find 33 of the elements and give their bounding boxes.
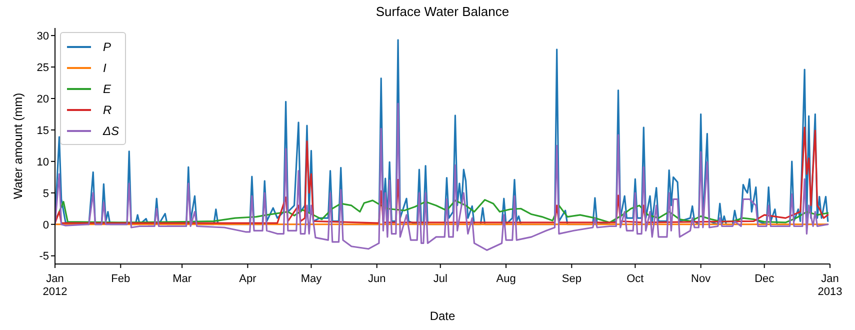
x-tick-label: May (300, 273, 322, 285)
legend-label: ΔS (103, 124, 120, 138)
y-tick-label: 0 (42, 219, 49, 232)
line-series (55, 199, 829, 224)
legend-label: R (103, 102, 112, 116)
line-series (55, 39, 829, 226)
x-tick-label: Jul (433, 273, 448, 285)
y-tick-label: 15 (36, 124, 49, 137)
x-tick-label: Feb (111, 273, 130, 285)
x-tick-label: Jan 2013 (818, 273, 842, 298)
legend-label: P (103, 40, 112, 54)
line-series (55, 126, 829, 224)
x-tick-label: Sep (562, 273, 582, 285)
y-tick-label: 25 (36, 62, 49, 74)
x-tick-label: Oct (626, 273, 644, 285)
line-series (55, 102, 829, 251)
x-tick-label: Aug (496, 273, 516, 285)
y-tick-label: -5 (39, 250, 49, 263)
x-tick-label: Jun (368, 273, 386, 285)
y-tick-label: 20 (36, 93, 49, 106)
x-tick-label: Apr (239, 273, 257, 285)
y-tick-label: 30 (36, 30, 49, 42)
y-tick-label: 5 (42, 188, 49, 200)
chart-title: Surface Water Balance (374, 4, 510, 19)
x-tick-label: Dec (754, 273, 775, 285)
x-tick-label: Jan 2012 (42, 273, 68, 298)
x-axis-title: Date (430, 309, 456, 323)
y-tick-label: 10 (36, 156, 49, 168)
y-axis-title: Water amount (mm) (11, 92, 25, 200)
legend-label: I (103, 60, 106, 74)
x-tick-label: Mar (172, 273, 192, 285)
legend-label: E (103, 82, 112, 96)
x-tick-label: Nov (691, 273, 712, 285)
